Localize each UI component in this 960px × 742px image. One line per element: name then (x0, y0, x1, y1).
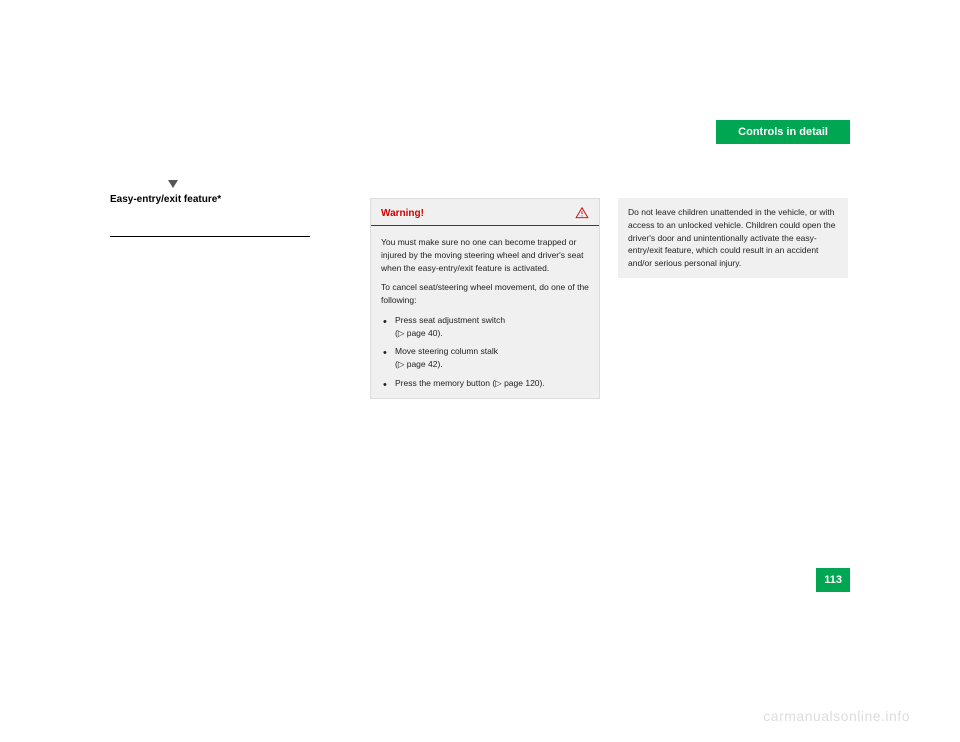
warning-body: You must make sure no one can become tra… (371, 226, 599, 398)
info-callout: Do not leave children unattended in the … (618, 198, 848, 278)
warning-list: Press seat adjustment switch (▷ page 40)… (381, 314, 589, 390)
page-ref: (▷ page 120). (492, 378, 544, 388)
list-item-text: Press the memory button (395, 378, 490, 388)
list-item: Move steering column stalk (▷ page 42). (381, 345, 589, 371)
divider-line (110, 236, 310, 237)
warning-title: Warning! (381, 208, 424, 219)
page-number-badge: 113 (816, 568, 850, 592)
warning-callout: Warning! You must make sure no one can b… (370, 198, 600, 399)
list-item-text: Move steering column stalk (395, 346, 498, 356)
warning-header: Warning! (371, 199, 599, 226)
section-header-tab: Controls in detail (716, 120, 850, 144)
list-item: Press seat adjustment switch (▷ page 40)… (381, 314, 589, 340)
collapse-triangle-icon (168, 180, 178, 188)
manual-page: Controls in detail Easy-entry/exit featu… (0, 0, 960, 742)
section-title: Easy-entry/exit feature* (110, 194, 221, 205)
warning-triangle-icon (575, 206, 589, 220)
page-ref: (▷ page 40). (395, 328, 443, 338)
info-text: Do not leave children unattended in the … (628, 207, 835, 268)
warning-paragraph: You must make sure no one can become tra… (381, 236, 589, 274)
list-item: Press the memory button (▷ page 120). (381, 377, 589, 390)
warning-paragraph: To cancel seat/steering wheel movement, … (381, 281, 589, 307)
list-item-text: Press seat adjustment switch (395, 315, 505, 325)
page-ref: (▷ page 42). (395, 359, 443, 369)
watermark-text: carmanualsonline.info (763, 708, 910, 724)
